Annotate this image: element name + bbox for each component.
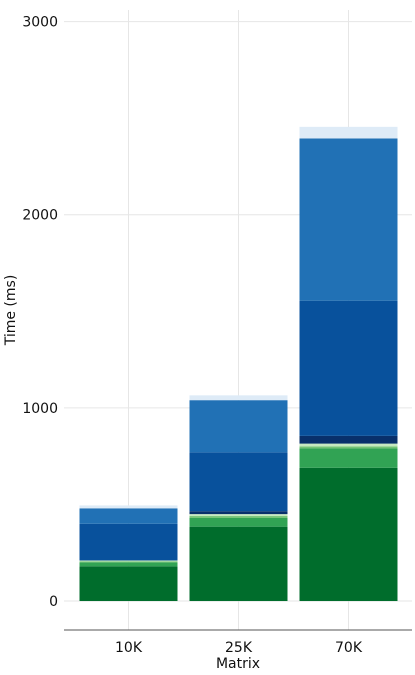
bar-segment	[79, 561, 178, 563]
bar-segment	[299, 467, 398, 602]
x-tick-label: 70K	[335, 640, 363, 656]
bar-segment	[189, 526, 288, 602]
bar-segment	[79, 508, 178, 524]
y-tick-label: 2000	[22, 208, 58, 224]
bar-segment	[299, 448, 398, 468]
y-tick-label: 3000	[22, 15, 58, 31]
bar-segment	[189, 517, 288, 527]
y-tick-labels: 0 1000 2000 3000	[22, 15, 58, 610]
x-axis-title: Matrix	[216, 656, 260, 672]
bar-segment	[189, 400, 288, 453]
y-tick-label: 1000	[22, 401, 58, 417]
bar-segment	[299, 126, 398, 139]
x-tick-label: 25K	[225, 640, 253, 656]
x-tick-label: 10K	[115, 640, 143, 656]
bar-segment	[79, 562, 178, 567]
bar-segment	[299, 300, 398, 436]
bar-segment	[189, 514, 288, 517]
bar-segment	[299, 443, 398, 447]
bar-segment	[189, 452, 288, 512]
bar-segment	[299, 446, 398, 449]
bar-segment	[79, 560, 178, 562]
bar-segment	[79, 566, 178, 602]
bar-segment	[189, 516, 288, 518]
bar-segment	[299, 435, 398, 444]
x-tick-labels: 10K 25K 70K	[115, 640, 363, 656]
bars-layer	[79, 126, 398, 602]
bar-segment	[189, 395, 288, 401]
bar-segment	[79, 523, 178, 561]
bar-segment	[79, 505, 178, 509]
bar-segment	[299, 138, 398, 301]
bar-segment	[189, 511, 288, 515]
y-axis-title: Time (ms)	[3, 275, 19, 347]
y-tick-label: 0	[49, 594, 58, 610]
